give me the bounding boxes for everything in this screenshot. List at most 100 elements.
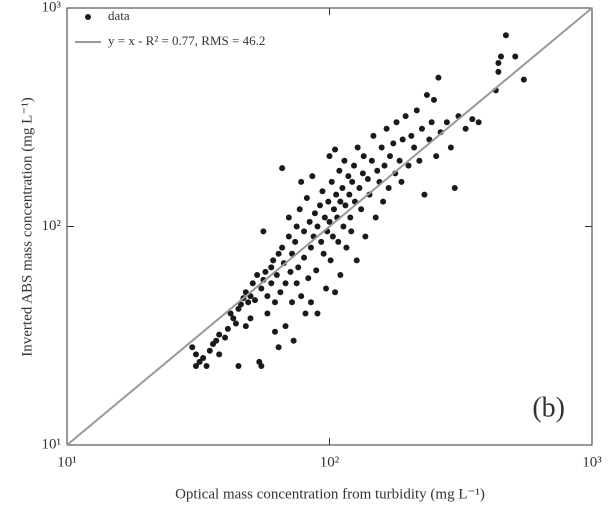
y-tick-label: 10¹ (42, 436, 62, 452)
data-point (264, 293, 271, 300)
data-point (307, 244, 314, 251)
data-point (342, 202, 349, 209)
data-point (372, 214, 379, 221)
data-point (386, 153, 393, 160)
data-point (383, 125, 390, 132)
data-point (237, 301, 244, 308)
data-point (360, 153, 367, 160)
data-point (298, 178, 305, 185)
data-point (332, 146, 339, 153)
data-point (336, 167, 343, 174)
legend-label: data (108, 8, 130, 23)
data-point (275, 250, 282, 257)
data-point (296, 206, 303, 213)
data-point (398, 178, 405, 185)
data-point (348, 228, 355, 235)
data-point (402, 113, 409, 120)
data-point (362, 233, 369, 240)
data-point (326, 218, 333, 225)
data-point (293, 223, 300, 230)
data-point (247, 315, 254, 322)
fit-line (66, 7, 593, 446)
data-point (385, 185, 392, 192)
data-point (390, 140, 397, 147)
data-point (462, 125, 469, 132)
y-tick-label: 10³ (42, 0, 62, 15)
data-point (346, 191, 353, 198)
data-point (327, 257, 334, 264)
data-point (227, 310, 234, 317)
data-point (235, 305, 242, 312)
data-point (330, 206, 337, 213)
data-point (289, 299, 296, 306)
data-point (192, 362, 199, 369)
data-point (502, 32, 509, 39)
data-point (258, 285, 265, 292)
data-point (418, 125, 425, 132)
data-point (370, 132, 377, 139)
data-point (309, 173, 316, 180)
data-point (497, 53, 504, 60)
data-point (320, 250, 327, 257)
data-point (268, 264, 275, 271)
x-tick-label: 10² (320, 454, 340, 470)
data-point (405, 162, 412, 169)
data-point (318, 238, 325, 245)
data-point (329, 233, 336, 240)
data-point (319, 188, 326, 195)
data-point (343, 244, 350, 251)
data-point (206, 347, 213, 354)
data-point (254, 271, 261, 278)
x-tick-label: 10³ (582, 454, 602, 470)
data-point (411, 144, 418, 151)
data-point (380, 198, 387, 205)
data-point (347, 214, 354, 221)
data-point (314, 310, 321, 317)
data-point (326, 153, 333, 160)
data-point (275, 344, 282, 351)
data-point (430, 96, 437, 103)
legend-label: y = x - R² = 0.77, RMS = 46.2 (108, 33, 265, 48)
data-point (421, 191, 428, 198)
data-point (396, 157, 403, 164)
data-point (345, 173, 352, 180)
data-point (313, 267, 320, 274)
x-axis-label: Optical mass concentration from turbidit… (175, 486, 485, 502)
data-point (235, 362, 242, 369)
data-point (260, 228, 267, 235)
data-point (262, 268, 269, 275)
data-point (428, 119, 435, 126)
data-point (341, 157, 348, 164)
data-point (245, 299, 252, 306)
data-point (222, 334, 229, 341)
data-point (230, 315, 237, 322)
data-point (520, 76, 527, 83)
data-point (232, 320, 239, 327)
data-point (358, 206, 365, 213)
data-point (272, 299, 279, 306)
data-point (242, 323, 249, 330)
data-point (285, 233, 292, 240)
data-point (443, 119, 450, 126)
data-point (268, 280, 275, 287)
x-tick-label: 10¹ (57, 454, 77, 470)
legend-marker (85, 14, 91, 20)
data-point (282, 323, 289, 330)
data-point (216, 351, 223, 358)
data-point (321, 214, 328, 221)
data-point (216, 331, 223, 338)
data-point (408, 132, 415, 139)
data-point (196, 358, 203, 365)
data-point (337, 198, 344, 205)
data-point (381, 162, 388, 169)
data-point (354, 144, 361, 151)
data-point (328, 178, 335, 185)
data-point (337, 271, 344, 278)
data-point (349, 178, 356, 185)
data-point (200, 355, 207, 362)
data-point (305, 275, 312, 282)
data-point (302, 310, 309, 317)
data-point (311, 210, 318, 217)
data-point (249, 280, 256, 287)
data-point (340, 223, 347, 230)
